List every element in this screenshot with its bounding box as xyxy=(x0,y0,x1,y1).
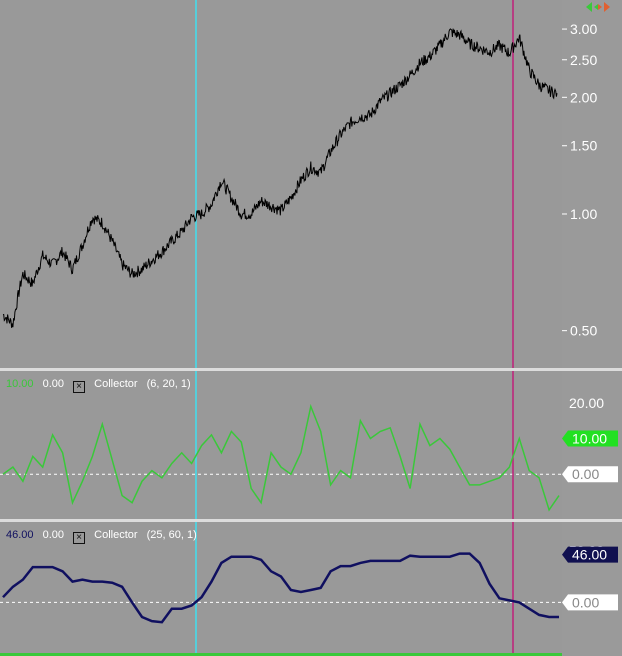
collector-slow-legend: 46.00 0.00 × Collector (25, 60, 1) xyxy=(6,529,203,544)
price-series-line xyxy=(2,28,558,328)
collector-series-line xyxy=(2,403,560,512)
legend-params: (25, 60, 1) xyxy=(146,529,197,541)
legend-value2: 0.00 xyxy=(42,378,65,390)
pane-separator[interactable] xyxy=(0,368,622,371)
bottom-signal-strip xyxy=(0,653,562,656)
current-value-badge: 10.00 xyxy=(562,430,618,447)
current-value-badge: 46.00 xyxy=(562,546,618,563)
legend-value: 10.00 xyxy=(6,378,34,390)
legend-name: Collector xyxy=(94,529,138,541)
price-tick-label: 1.00 xyxy=(570,206,597,222)
collector-slow-plot[interactable] xyxy=(0,522,562,656)
price-pane[interactable]: 3.00 2.50 2.00 1.50 1.00 0.50 xyxy=(0,0,622,368)
legend-name: Collector xyxy=(94,378,138,390)
osc-tick-label: 20.00 xyxy=(569,395,604,411)
price-tick-label: 3.00 xyxy=(570,21,597,37)
legend-value2: 0.00 xyxy=(42,529,65,541)
legend-params: (6, 20, 1) xyxy=(146,378,191,390)
price-axis[interactable]: 3.00 2.50 2.00 1.50 1.00 0.50 xyxy=(562,0,622,368)
legend-value: 46.00 xyxy=(6,529,34,541)
collector-fast-legend: 10.00 0.00 × Collector (6, 20, 1) xyxy=(6,378,197,393)
price-tick-label: 2.50 xyxy=(570,52,597,68)
collector-pane-fast[interactable]: 20.00 10.00 0.00 10.00 0.00 × Collector (6… xyxy=(0,371,622,519)
collector-series-line xyxy=(2,552,559,624)
collector-fast-plot[interactable] xyxy=(0,371,562,519)
zero-value-badge: 0.00 xyxy=(562,594,618,611)
pane-separator[interactable] xyxy=(0,519,622,522)
close-icon[interactable]: × xyxy=(73,381,86,393)
zero-value-badge: 0.00 xyxy=(562,466,618,483)
nav-arrows-icon[interactable] xyxy=(586,1,610,13)
price-tick-label: 2.00 xyxy=(570,89,597,105)
svg-text:0.00: 0.00 xyxy=(572,594,599,610)
price-tick-label: 1.50 xyxy=(570,138,597,154)
collector-fast-axis[interactable]: 20.00 10.00 0.00 xyxy=(562,371,622,519)
svg-text:46.00: 46.00 xyxy=(572,547,607,563)
svg-text:0.00: 0.00 xyxy=(572,466,599,482)
price-tick-label: 0.50 xyxy=(570,323,597,339)
close-icon[interactable]: × xyxy=(73,532,86,544)
svg-text:10.00: 10.00 xyxy=(572,431,607,447)
price-plot[interactable] xyxy=(0,0,562,368)
